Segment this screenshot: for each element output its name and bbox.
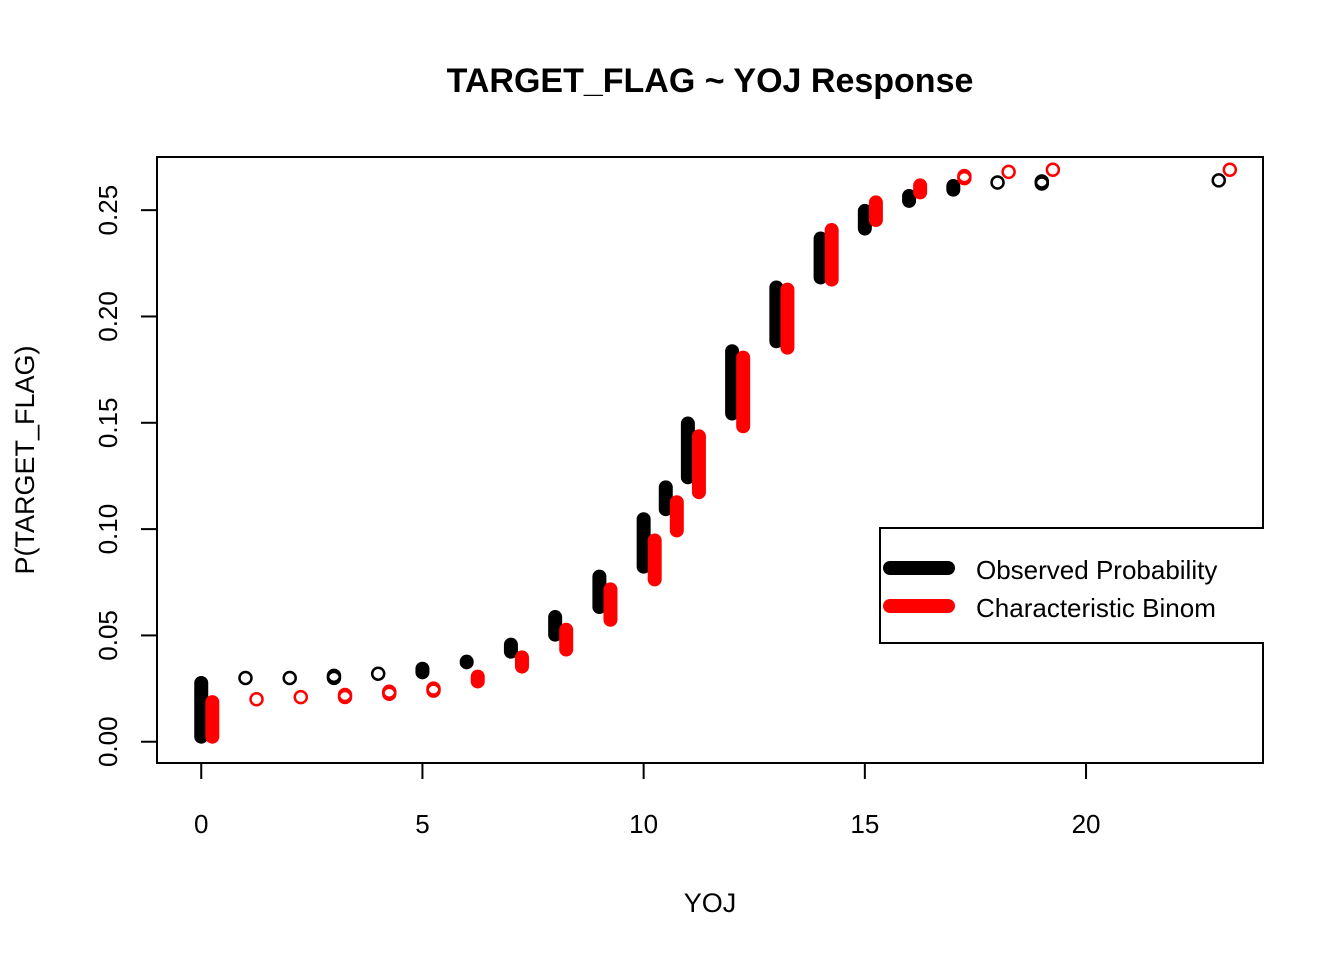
point-observed	[326, 670, 342, 686]
point-binom	[1001, 164, 1016, 180]
point-binom	[426, 683, 441, 698]
x-tick-label: 5	[415, 809, 429, 839]
y-tick-label: 0.25	[93, 185, 123, 236]
point-binom	[1045, 162, 1061, 178]
point-binom	[957, 170, 972, 186]
legend-label-observed: Observed Probability	[976, 555, 1217, 585]
point-observed	[990, 175, 1005, 190]
y-tick-label: 0.20	[93, 291, 123, 342]
point-observed	[238, 670, 253, 686]
point-observed	[1211, 173, 1227, 188]
point-binom	[249, 691, 264, 707]
legend-box	[879, 527, 1271, 644]
chart-title: TARGET_FLAG ~ YOJ Response	[447, 62, 974, 100]
point-binom	[382, 686, 397, 702]
point-observed	[1034, 176, 1050, 191]
legend-label-binom: Characteristic Binom	[976, 593, 1216, 623]
y-tick-label: 0.15	[93, 397, 123, 448]
y-axis-label: P(TARGET_FLAG)	[10, 345, 40, 574]
legend-clip-mask	[1264, 520, 1344, 650]
x-tick-label: 0	[194, 809, 208, 839]
point-binom	[293, 689, 309, 705]
plot-frame	[156, 156, 1264, 764]
y-tick-label: 0.00	[93, 716, 123, 767]
y-axis: 0.00 0.05 0.10 0.15 0.20 0.25	[93, 185, 158, 767]
point-observed	[370, 666, 386, 681]
x-tick-label: 10	[629, 809, 658, 839]
x-axis: 0 5 10 15 20	[194, 762, 1101, 839]
legend: Observed Probability Characteristic Bino…	[879, 527, 1271, 644]
point-observed	[282, 670, 297, 686]
point-binom	[337, 689, 353, 705]
x-axis-label: YOJ	[684, 888, 737, 918]
y-tick-label: 0.05	[93, 610, 123, 661]
y-tick-label: 0.10	[93, 504, 123, 555]
x-tick-label: 20	[1072, 809, 1101, 839]
point-binom	[1222, 162, 1238, 178]
data-marks	[194, 162, 1238, 744]
x-tick-label: 15	[850, 809, 879, 839]
